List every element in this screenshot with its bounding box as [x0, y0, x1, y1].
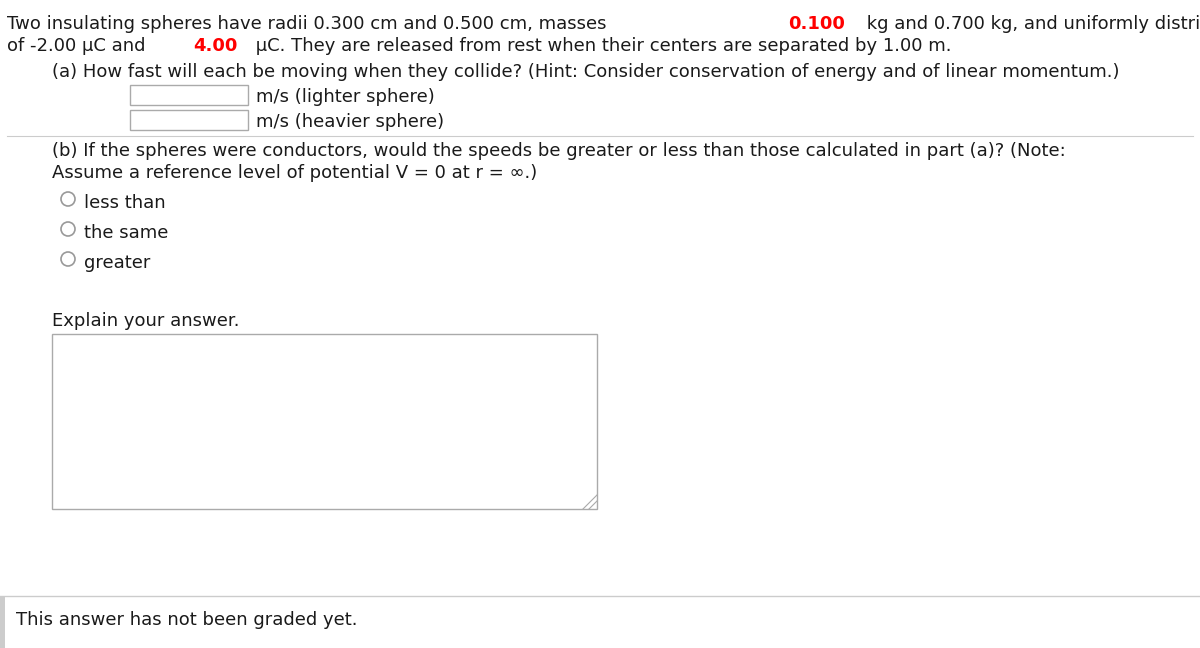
Text: μC. They are released from rest when their centers are separated by 1.00 m.: μC. They are released from rest when the… [251, 37, 952, 55]
Text: Two insulating spheres have radii 0.300 cm and 0.500 cm, masses: Two insulating spheres have radii 0.300 … [7, 15, 612, 33]
Text: kg and 0.700 kg, and uniformly distributed charges: kg and 0.700 kg, and uniformly distribut… [862, 15, 1200, 33]
Text: Assume a reference level of potential V = 0 at r = ∞.): Assume a reference level of potential V … [52, 164, 538, 182]
Text: 0.100: 0.100 [788, 15, 845, 33]
Text: m/s (heavier sphere): m/s (heavier sphere) [256, 113, 444, 131]
Bar [0, 596, 5, 648]
Text: less than: less than [84, 194, 166, 212]
Text: (b) If the spheres were conductors, would the speeds be greater or less than tho: (b) If the spheres were conductors, woul… [52, 142, 1066, 160]
Text: greater: greater [84, 254, 150, 272]
Bar [130, 110, 248, 130]
Text: Explain your answer.: Explain your answer. [52, 312, 240, 330]
Bar [130, 85, 248, 105]
Text: the same: the same [84, 224, 168, 242]
Text: (a) How fast will each be moving when they collide? (Hint: Consider conservation: (a) How fast will each be moving when th… [52, 63, 1120, 81]
Text: of -2.00 μC and: of -2.00 μC and [7, 37, 151, 55]
Text: 4.00: 4.00 [193, 37, 238, 55]
Text: m/s (lighter sphere): m/s (lighter sphere) [256, 88, 434, 106]
Text: This answer has not been graded yet.: This answer has not been graded yet. [16, 611, 358, 629]
Bar [52, 334, 598, 509]
